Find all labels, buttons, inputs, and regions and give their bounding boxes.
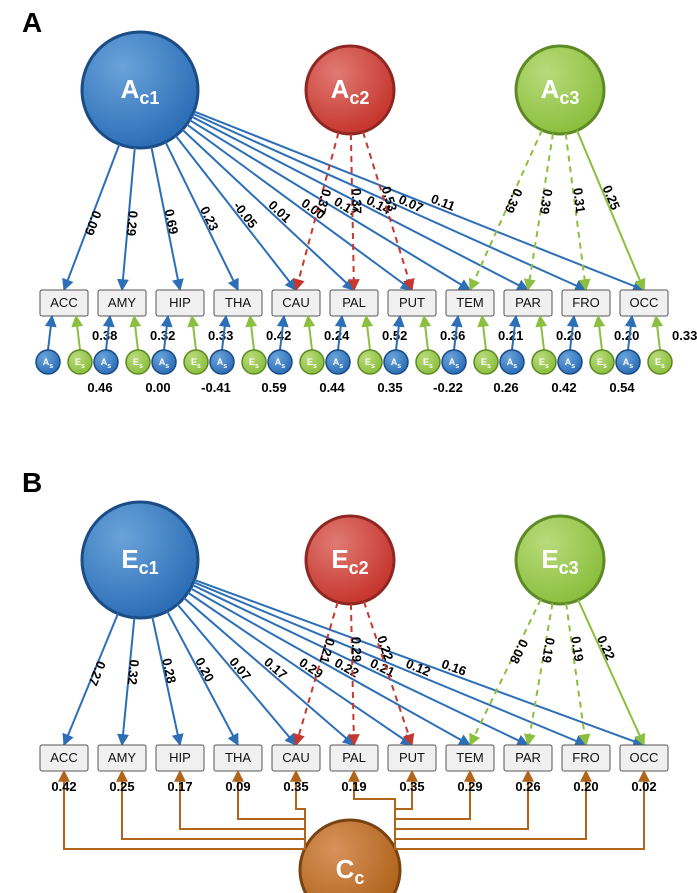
svg-text:0.42: 0.42 [51, 779, 76, 794]
svg-text:OCC: OCC [630, 295, 659, 310]
svg-text:0.54: 0.54 [609, 380, 635, 395]
svg-text:0.21: 0.21 [317, 637, 338, 666]
svg-text:0.17: 0.17 [167, 779, 192, 794]
svg-text:0.35: 0.35 [399, 779, 424, 794]
svg-text:FRO: FRO [572, 750, 599, 765]
svg-text:TEM: TEM [456, 295, 483, 310]
svg-text:THA: THA [225, 295, 251, 310]
svg-text:0.25: 0.25 [109, 779, 134, 794]
svg-text:ACC: ACC [50, 750, 77, 765]
svg-text:0.20: 0.20 [192, 655, 217, 684]
panel-b: BEc1Ec2Ec30.270.320.280.200.070.170.290.… [22, 467, 668, 893]
svg-text:0.24: 0.24 [324, 328, 350, 343]
svg-text:PAR: PAR [515, 295, 541, 310]
svg-text:OCC: OCC [630, 750, 659, 765]
svg-text:0.19: 0.19 [341, 779, 366, 794]
svg-text:THA: THA [225, 750, 251, 765]
svg-text:0.09: 0.09 [225, 779, 250, 794]
svg-text:0.39: 0.39 [537, 188, 556, 215]
svg-text:0.35: 0.35 [283, 779, 308, 794]
svg-text:CAU: CAU [282, 295, 309, 310]
svg-text:0.29: 0.29 [457, 779, 482, 794]
svg-text:0.22: 0.22 [594, 633, 618, 662]
svg-text:-0.41: -0.41 [201, 380, 231, 395]
svg-text:0.19: 0.19 [568, 635, 586, 662]
svg-text:HIP: HIP [169, 750, 191, 765]
svg-text:PAL: PAL [342, 295, 366, 310]
svg-text:0.44: 0.44 [319, 380, 345, 395]
svg-text:0.32: 0.32 [125, 659, 142, 686]
svg-text:0.35: 0.35 [377, 380, 402, 395]
svg-text:0.28: 0.28 [159, 657, 179, 685]
svg-text:0.69: 0.69 [162, 208, 182, 236]
svg-text:0.37: 0.37 [349, 188, 365, 214]
svg-text:AMY: AMY [108, 295, 137, 310]
svg-text:PAL: PAL [342, 750, 366, 765]
panel-a: AAc1Ac2Ac30.090.290.690.23-0.050.010.000… [22, 7, 697, 395]
svg-text:HIP: HIP [169, 295, 191, 310]
diagram-canvas: AAc1Ac2Ac30.090.290.690.23-0.050.010.000… [0, 0, 697, 893]
svg-text:0.26: 0.26 [515, 779, 540, 794]
svg-text:0.25: 0.25 [600, 183, 624, 212]
svg-text:0.21: 0.21 [498, 328, 523, 343]
svg-text:CAU: CAU [282, 750, 309, 765]
svg-text:0.37: 0.37 [313, 187, 334, 215]
svg-text:TEM: TEM [456, 750, 483, 765]
svg-text:A: A [22, 7, 42, 38]
svg-text:0.23: 0.23 [197, 204, 222, 233]
svg-text:0.36: 0.36 [440, 328, 465, 343]
svg-text:0.31: 0.31 [570, 187, 588, 214]
svg-text:0.00: 0.00 [145, 380, 170, 395]
svg-text:0.52: 0.52 [382, 328, 407, 343]
svg-text:0.02: 0.02 [631, 779, 656, 794]
svg-text:PAR: PAR [515, 750, 541, 765]
svg-text:FRO: FRO [572, 295, 599, 310]
svg-text:0.32: 0.32 [150, 328, 175, 343]
svg-text:0.20: 0.20 [614, 328, 639, 343]
svg-text:0.09: 0.09 [82, 209, 105, 238]
svg-text:0.20: 0.20 [573, 779, 598, 794]
svg-text:B: B [22, 467, 42, 498]
svg-text:0.33: 0.33 [208, 328, 233, 343]
svg-text:0.59: 0.59 [261, 380, 286, 395]
svg-text:AMY: AMY [108, 750, 137, 765]
svg-text:0.42: 0.42 [266, 328, 291, 343]
svg-text:0.46: 0.46 [87, 380, 112, 395]
svg-text:0.38: 0.38 [92, 328, 117, 343]
svg-text:0.29: 0.29 [349, 637, 365, 663]
svg-text:-0.05: -0.05 [230, 199, 260, 232]
svg-text:0.07: 0.07 [226, 654, 254, 683]
svg-text:0.01: 0.01 [265, 197, 294, 225]
svg-text:-0.22: -0.22 [433, 380, 463, 395]
svg-text:0.42: 0.42 [551, 380, 576, 395]
svg-text:0.27: 0.27 [85, 659, 108, 688]
svg-text:PUT: PUT [399, 295, 425, 310]
svg-text:0.26: 0.26 [493, 380, 518, 395]
svg-text:0.29: 0.29 [124, 210, 141, 237]
svg-text:0.19: 0.19 [539, 637, 558, 664]
svg-text:0.11: 0.11 [429, 191, 457, 214]
svg-text:0.16: 0.16 [440, 656, 469, 679]
svg-text:PUT: PUT [399, 750, 425, 765]
svg-text:0.20: 0.20 [556, 328, 581, 343]
svg-text:ACC: ACC [50, 295, 77, 310]
svg-text:0.33: 0.33 [672, 328, 697, 343]
